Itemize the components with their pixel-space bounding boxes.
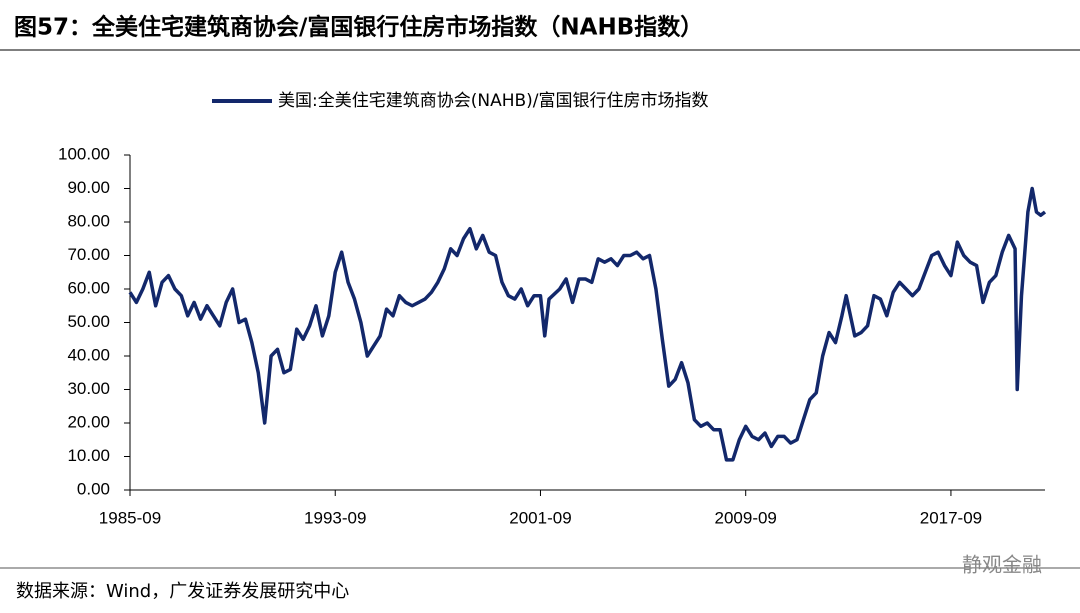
x-tick-label: 1993-09 xyxy=(304,508,366,527)
legend-label: 美国:全美住宅建筑商协会(NAHB)/富国银行住房市场指数 xyxy=(278,91,709,111)
x-tick-label: 2009-09 xyxy=(715,508,777,527)
watermark: 静观金融 xyxy=(962,553,1042,577)
y-tick-label: 60.00 xyxy=(67,278,110,297)
y-tick-label: 0.00 xyxy=(77,479,110,498)
source: 数据来源：Wind，广发证券发展研究中心 xyxy=(16,581,349,602)
data-line xyxy=(128,186,1047,462)
y-tick-label: 80.00 xyxy=(67,211,110,230)
y-tick-label: 50.00 xyxy=(67,312,110,331)
y-tick-label: 70.00 xyxy=(67,245,110,264)
x-tick-label: 2001-09 xyxy=(509,508,571,527)
y-tick-label: 10.00 xyxy=(67,446,110,465)
y-tick-label: 100.00 xyxy=(58,144,110,163)
y-tick-label: 90.00 xyxy=(67,178,110,197)
y-tick-label: 20.00 xyxy=(67,412,110,431)
x-tick-label: 1985-09 xyxy=(99,508,161,527)
y-tick-label: 30.00 xyxy=(67,379,110,398)
chart-title: 图57：全美住宅建筑商协会/富国银行住房市场指数（NAHB指数） xyxy=(14,14,703,41)
y-tick-label: 40.00 xyxy=(67,345,110,364)
x-tick-label: 2017-09 xyxy=(920,508,982,527)
